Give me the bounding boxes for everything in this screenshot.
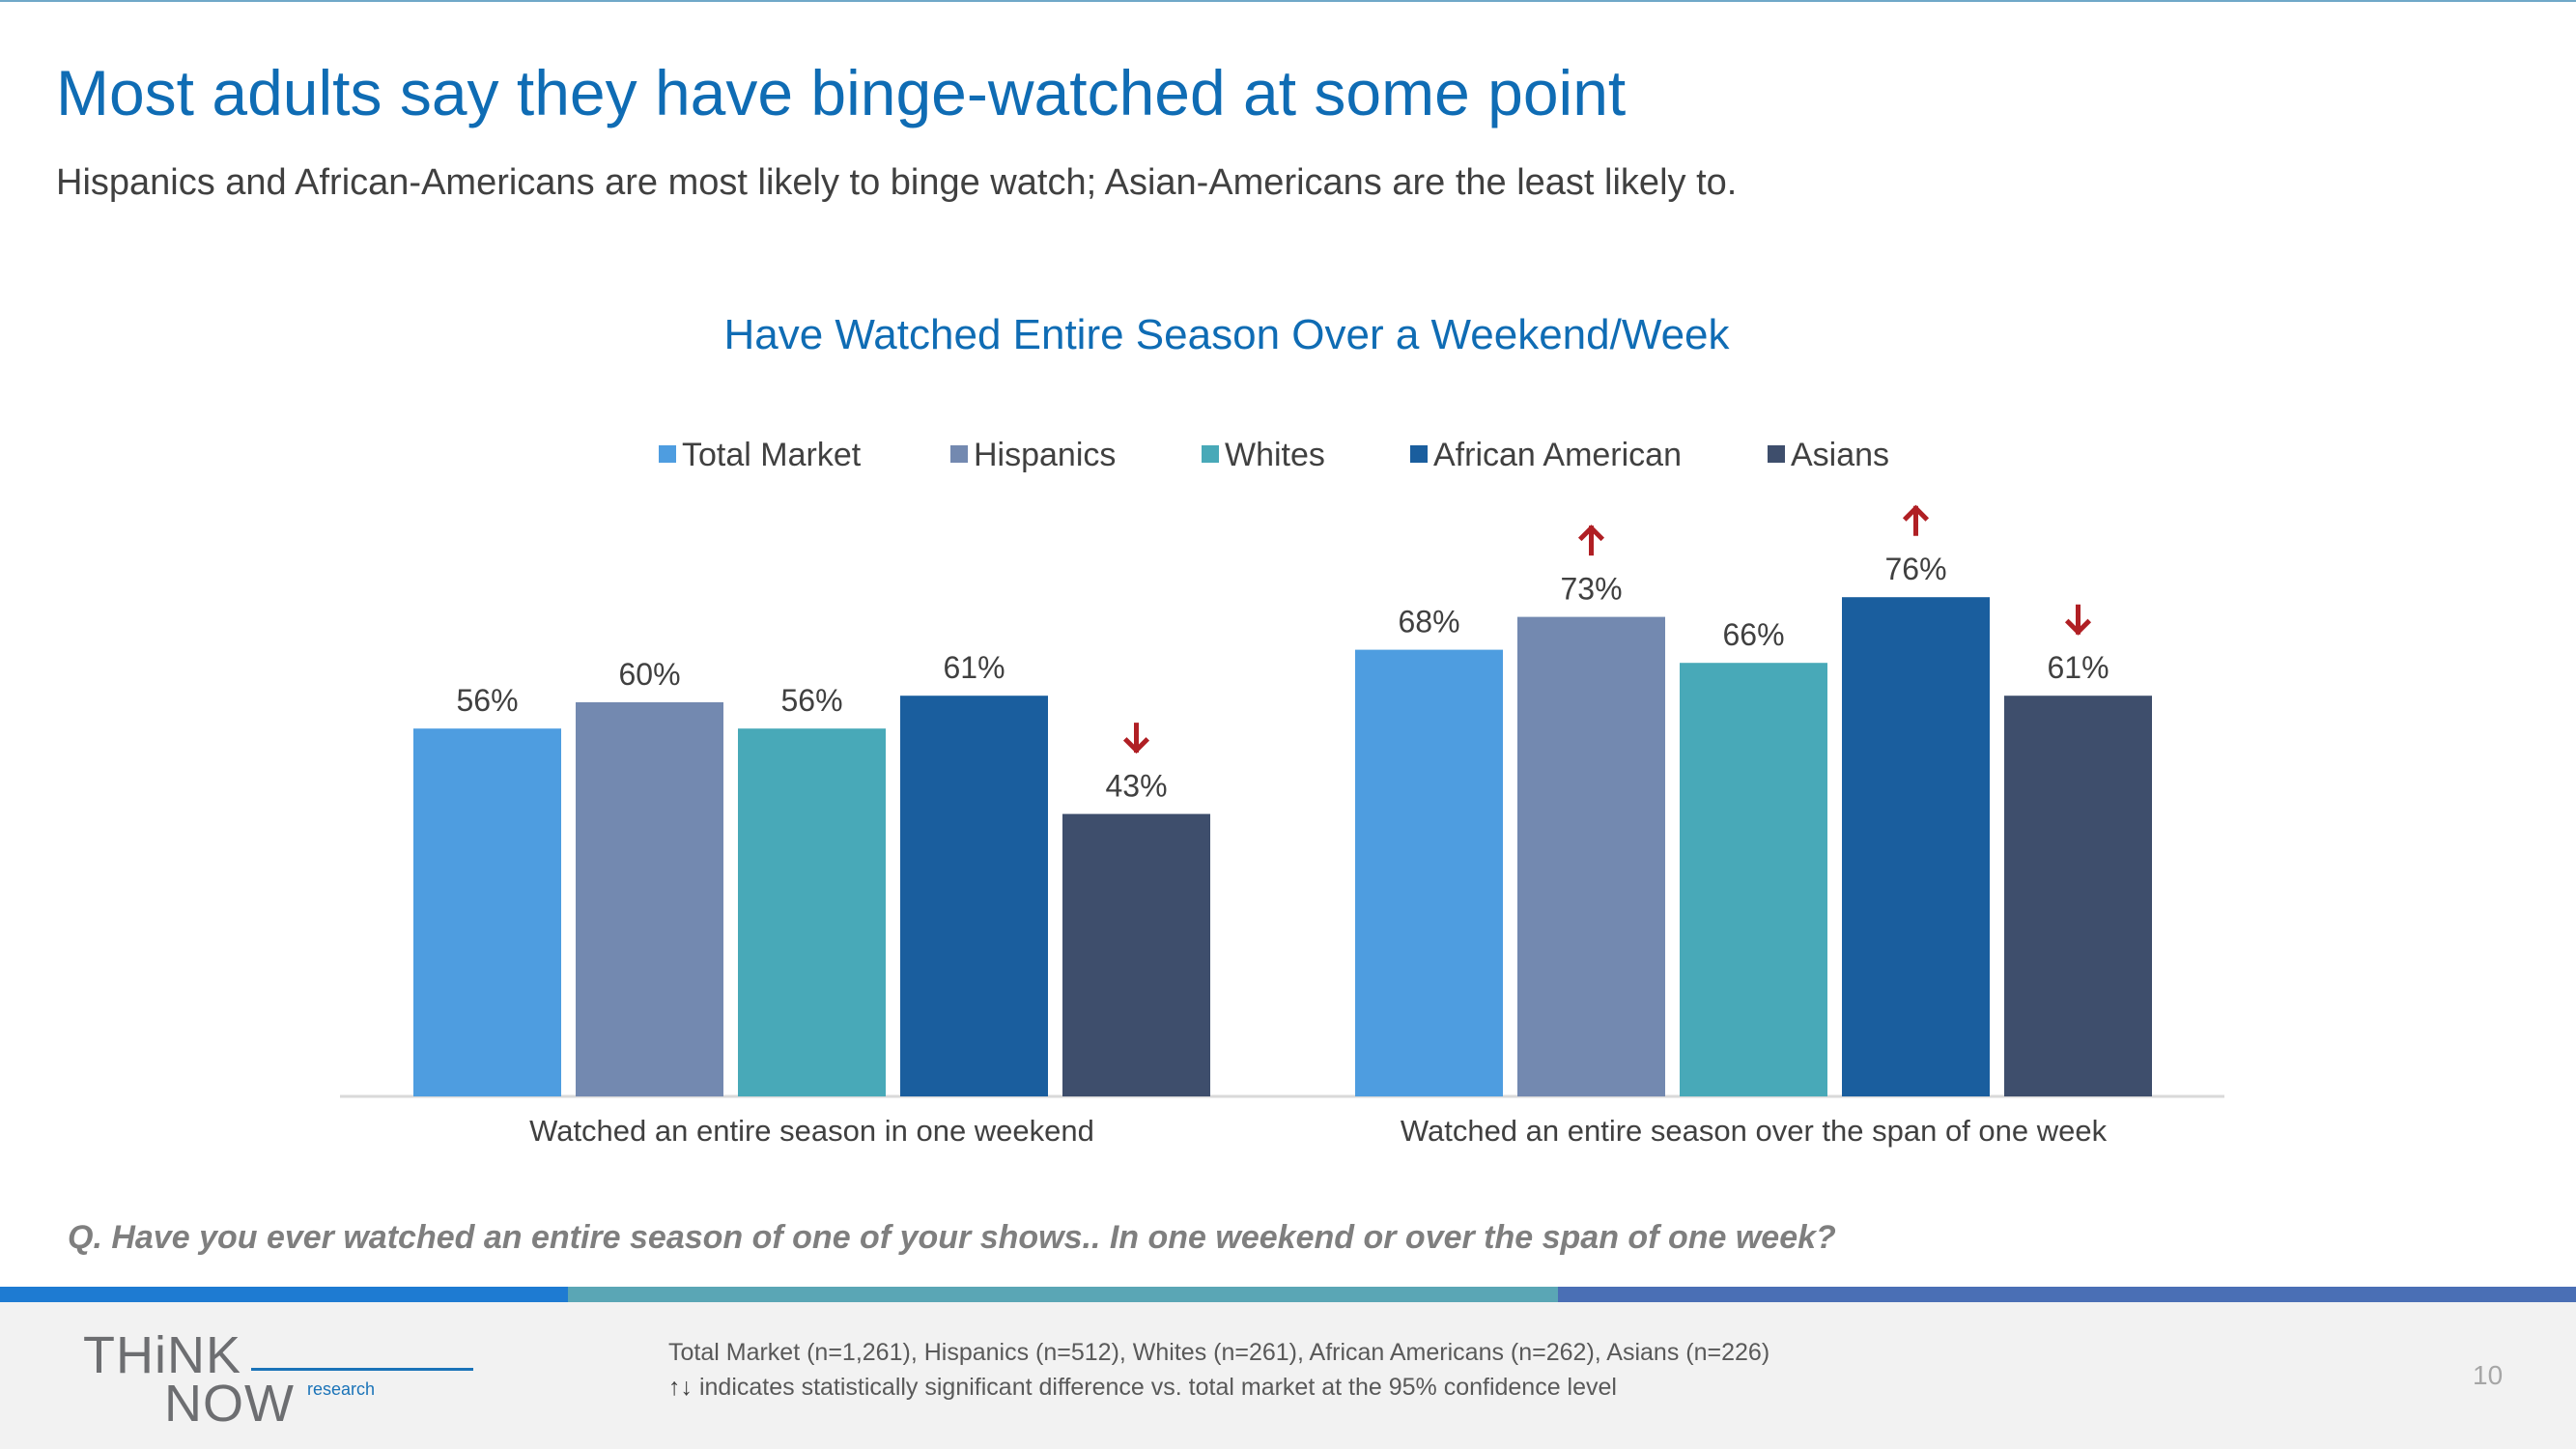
logo-now: NOW	[164, 1375, 295, 1433]
chart-legend: Total Market Hispanics Whites African Am…	[0, 437, 2576, 475]
page-number: 10	[2473, 1360, 2504, 1390]
legend-swatch	[950, 445, 968, 464]
logo-research: research	[307, 1379, 376, 1399]
bar-total-market	[1355, 649, 1503, 1096]
data-label: 61%	[943, 650, 1005, 685]
bar-overlay	[2004, 696, 2152, 1096]
bar-total-market	[413, 728, 561, 1096]
significance-up-arrow-icon	[1902, 504, 1930, 536]
bar-whites	[738, 728, 886, 1096]
bar-hispanics	[576, 702, 723, 1096]
significance-arrow-path	[1902, 504, 1930, 536]
think-now-logo: THiNK NOW research	[83, 1325, 473, 1433]
significance-up-arrow-icon	[1577, 525, 1605, 556]
data-label: 56%	[780, 683, 842, 718]
bar-overlay	[576, 702, 723, 1096]
top-rule	[0, 0, 2576, 2]
category-label: Watched an entire season in one weekend	[529, 1114, 1094, 1148]
legend-item-total-market: Total Market	[659, 437, 861, 474]
bar-overlay	[1680, 663, 1827, 1096]
legend-swatch	[1768, 445, 1785, 464]
bar-overlay	[1355, 650, 1503, 1096]
bar-african-american	[900, 696, 1048, 1096]
bar-overlay	[1842, 597, 1990, 1096]
category-label: Watched an entire season over the span o…	[1401, 1114, 2108, 1148]
footnote-sample-sizes: Total Market (n=1,261), Hispanics (n=512…	[668, 1339, 1770, 1366]
footer-stripe-teal	[568, 1287, 1558, 1302]
slide-subtitle: Hispanics and African-Americans are most…	[56, 162, 1738, 203]
legend-label: Whites	[1225, 437, 1325, 473]
bar-asians	[1062, 813, 1210, 1096]
significance-arrows-icon: ↑↓	[668, 1374, 693, 1401]
significance-down-arrow-icon	[2064, 604, 2092, 636]
legend-item-african-american: African American	[1410, 437, 1682, 474]
bar-overlay	[1517, 617, 1665, 1096]
significance-arrow-path	[1122, 723, 1150, 754]
legend-swatch	[659, 445, 676, 464]
data-label: 56%	[456, 683, 518, 718]
bar-whites	[1680, 663, 1827, 1096]
bar-overlay	[900, 696, 1048, 1096]
bar-overlay	[738, 728, 886, 1096]
bar-hispanics	[1517, 616, 1665, 1096]
footer-stripe-blue	[0, 1287, 568, 1302]
footer	[0, 1302, 2576, 1449]
significance-arrow-path	[1577, 525, 1605, 556]
footnote-significance-text: indicates statistically significant diff…	[698, 1374, 1617, 1401]
legend-swatch	[1410, 445, 1428, 464]
legend-label: Asians	[1791, 437, 1890, 473]
logo-underline	[251, 1368, 473, 1371]
data-label: 73%	[1560, 572, 1622, 607]
data-label: 76%	[1884, 552, 1946, 586]
slide-title: Most adults say they have binge-watched …	[56, 57, 1627, 128]
legend-item-asians: Asians	[1768, 437, 1889, 474]
footer-stripe-indigo	[1558, 1287, 2576, 1302]
legend-label: African American	[1433, 437, 1682, 473]
legend-label: Hispanics	[974, 437, 1117, 473]
legend-label: Total Market	[682, 437, 862, 473]
chart-title: Have Watched Entire Season Over a Weeken…	[723, 311, 1730, 358]
logo-think: THiNK	[83, 1326, 241, 1384]
data-label: 66%	[1722, 617, 1784, 652]
legend-swatch	[1202, 445, 1219, 464]
bar-overlay	[413, 728, 561, 1096]
bar-african-american	[1842, 597, 1990, 1096]
significance-arrow-path	[2064, 604, 2092, 636]
data-label: 43%	[1105, 769, 1167, 804]
survey-question: Q. Have you ever watched an entire seaso…	[68, 1219, 1836, 1256]
legend-item-hispanics: Hispanics	[950, 437, 1116, 474]
data-label: 60%	[618, 657, 680, 692]
bar-overlay	[1062, 814, 1210, 1096]
data-label: 61%	[2047, 650, 2109, 685]
bar-asians	[2004, 696, 2152, 1096]
data-label: 68%	[1398, 605, 1459, 639]
legend-item-whites: Whites	[1202, 437, 1325, 474]
significance-down-arrow-icon	[1122, 723, 1150, 754]
footnote-significance: ↑↓ indicates statistically significant d…	[668, 1374, 1617, 1402]
